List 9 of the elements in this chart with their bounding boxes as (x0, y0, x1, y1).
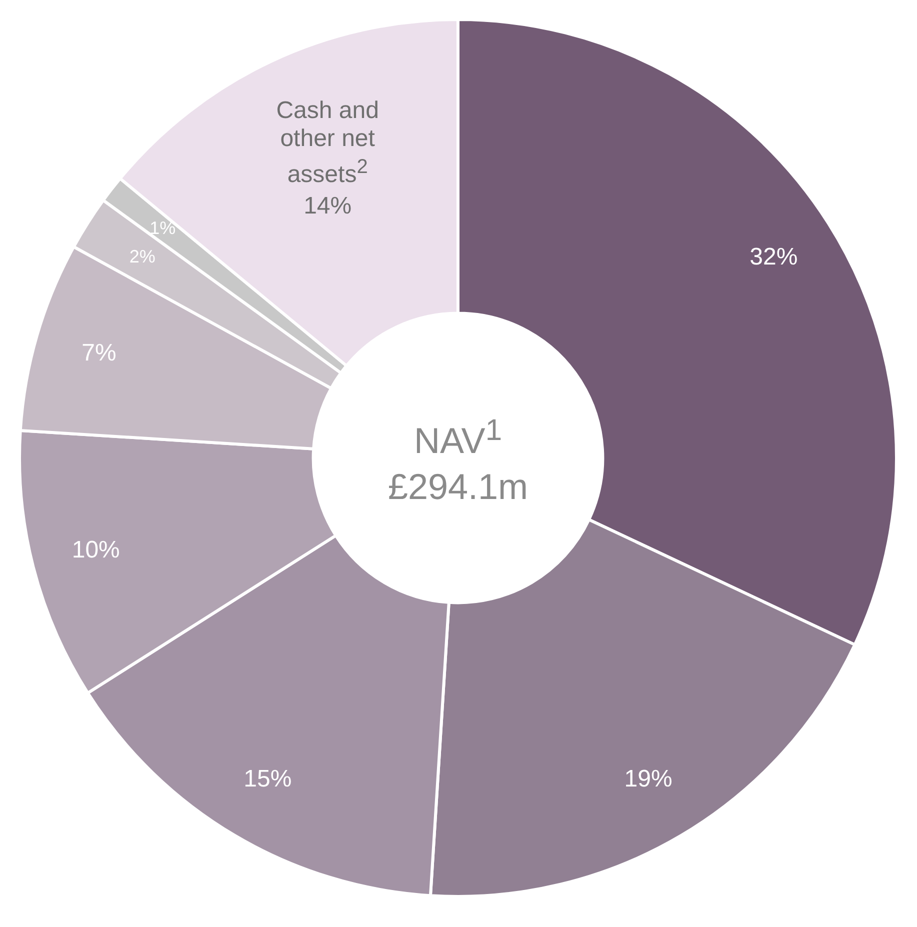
text: NAV$^{1}$ £294.1m (386, 413, 530, 509)
data-label: 2% (129, 246, 156, 267)
data-label: 15% (244, 765, 292, 792)
data-label: 32% (750, 243, 798, 270)
data-label: 19% (624, 765, 672, 792)
data-label: 10% (72, 536, 120, 564)
data-label: 14% (304, 192, 352, 220)
slice-label: Cash and other net assets$^{2}$ (275, 96, 380, 189)
data-label: 7% (82, 339, 116, 366)
